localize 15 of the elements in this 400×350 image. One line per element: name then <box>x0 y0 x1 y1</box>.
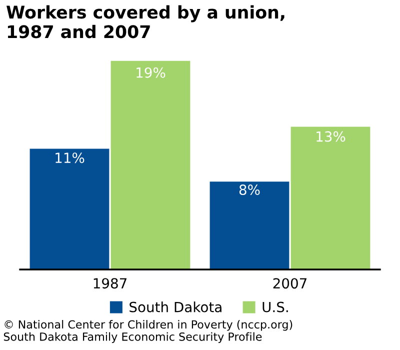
legend-label: U.S. <box>262 302 288 312</box>
data-label: 8% <box>239 184 260 196</box>
bar <box>210 182 290 270</box>
bar <box>110 60 190 270</box>
bar <box>290 126 370 270</box>
data-label: 19% <box>136 67 166 78</box>
bar <box>30 148 110 270</box>
x-tick-label: 1987 <box>94 278 126 289</box>
chart-title: Workers covered by a union, 1987 and 2007 <box>6 5 284 38</box>
text: South Dakota Family Economic Security Profile <box>4 332 262 343</box>
legend-label: South Dakota <box>130 302 222 312</box>
x-tick-label: 2007 <box>273 278 306 289</box>
text: © National Center for Children in Poverty (nccp.org) <box>4 320 292 331</box>
data-label: 11% <box>56 152 84 164</box>
data-label: 13% <box>316 131 346 142</box>
